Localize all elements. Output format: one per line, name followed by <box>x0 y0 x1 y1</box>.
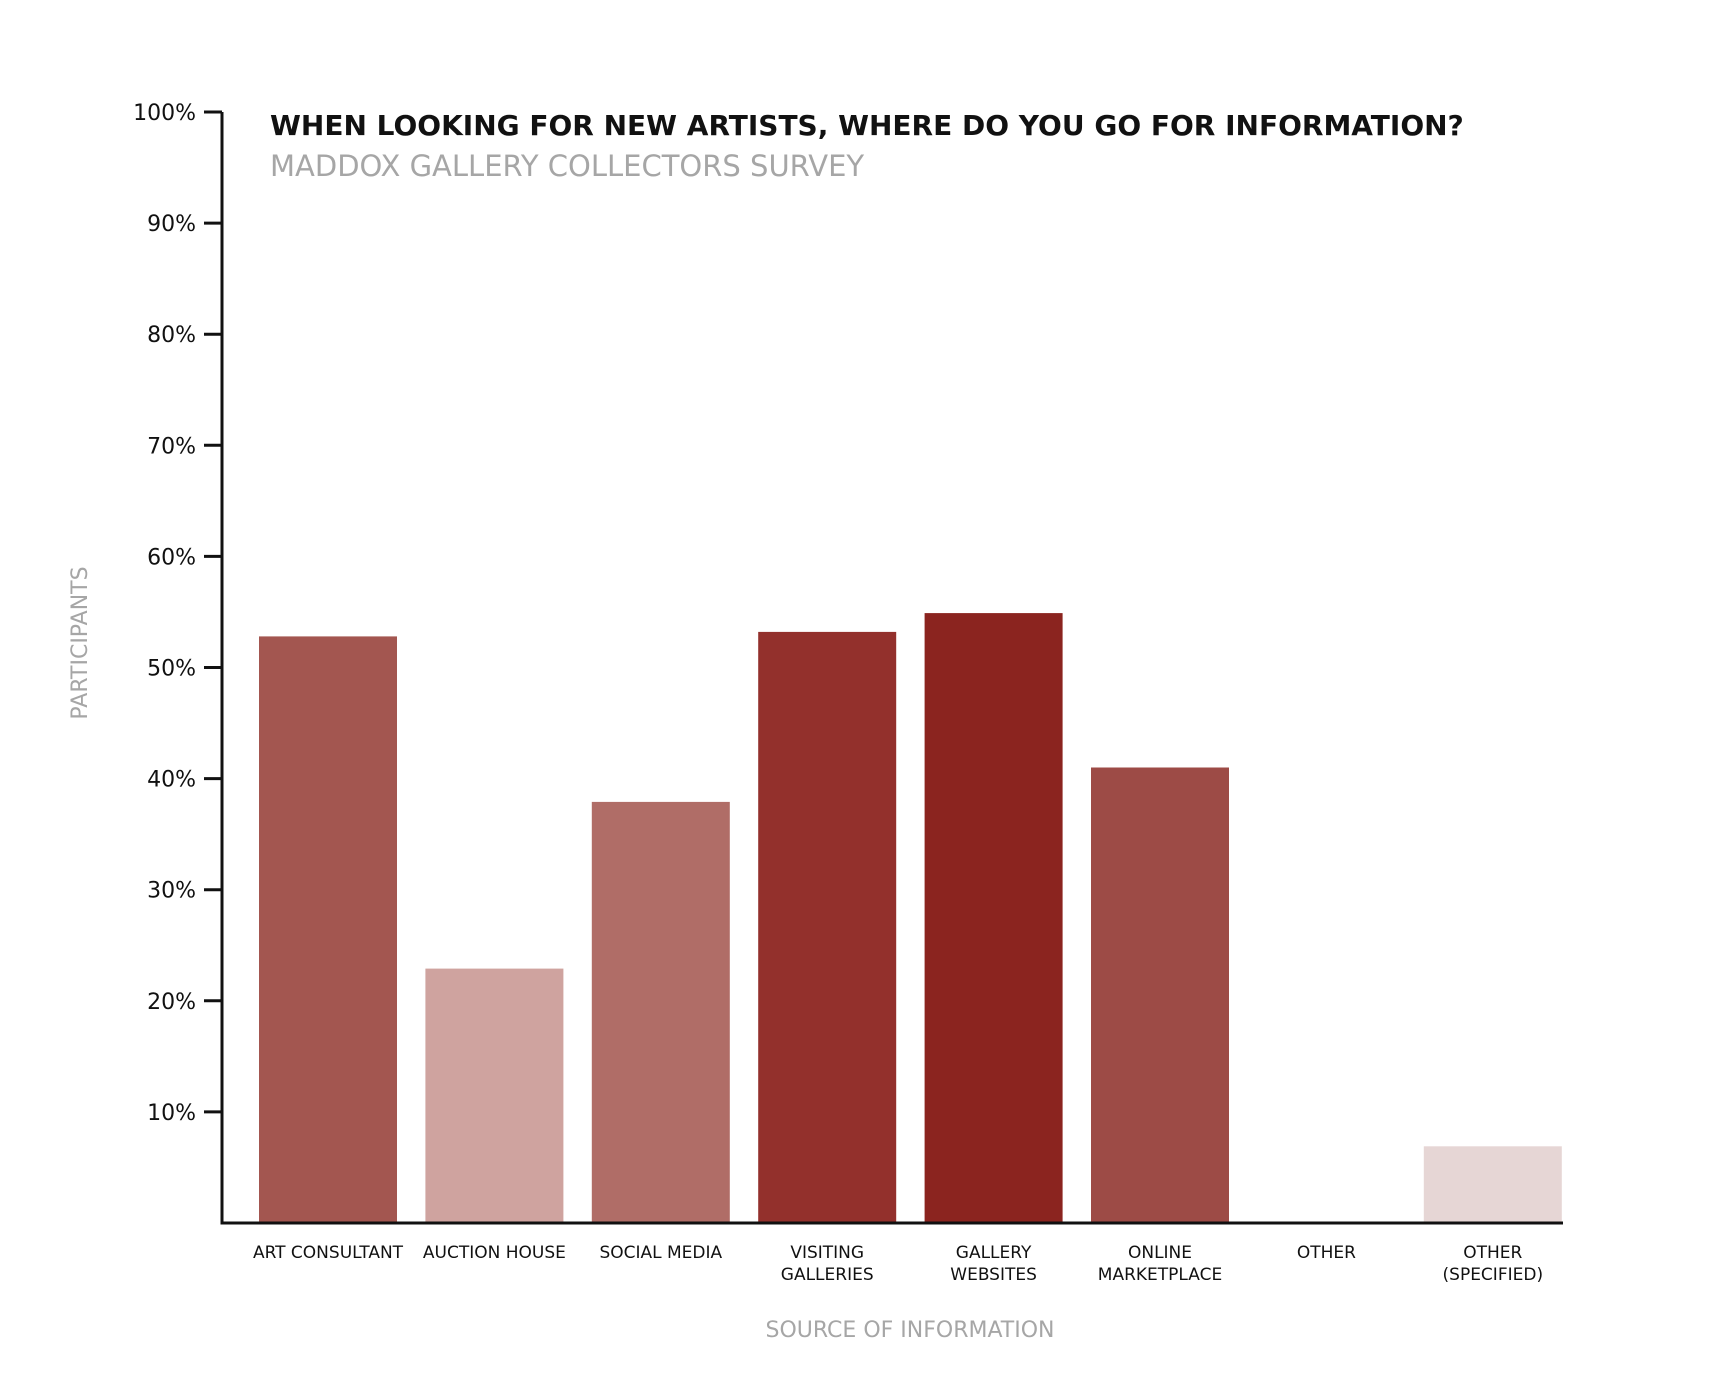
y-tick-label-50: 50% <box>147 657 196 682</box>
y-tick-label-20: 20% <box>147 990 196 1015</box>
bar-8 <box>1423 1146 1562 1223</box>
axes: 10% 20% 30% 40% 50% 60% 70% 80% 90% 100% <box>133 101 1563 1225</box>
x-axis-title: SOURCE OF INFORMATION <box>765 1318 1054 1343</box>
bar-5 <box>924 613 1063 1223</box>
x-category-label-8: OTHER (SPECIFIED) <box>1443 1243 1544 1285</box>
y-tick-label-90: 90% <box>147 212 196 237</box>
y-tick-label-100: 100% <box>133 101 196 126</box>
x-category-label-5: GALLERY WEBSITES <box>950 1243 1037 1285</box>
bar-4 <box>758 631 897 1223</box>
chart-subtitle: MADDOX GALLERY COLLECTORS SURVEY <box>270 149 864 183</box>
category-labels: ART CONSULTANT AUCTION HOUSE SOCIAL MEDIA V… <box>253 1243 1543 1285</box>
x-category-label-3: SOCIAL MEDIA <box>599 1243 722 1263</box>
bar-6 <box>1091 767 1229 1223</box>
y-axis-title: PARTICIPANTS <box>68 566 93 719</box>
y-tick-label-80: 80% <box>147 323 196 348</box>
x-category-label-4: VISITING GALLERIES <box>781 1243 874 1285</box>
chart-title: WHEN LOOKING FOR NEW ARTISTS, WHERE DO Y… <box>270 109 1464 142</box>
bars-layer <box>259 613 1562 1223</box>
x-category-label-7: OTHER <box>1297 1243 1356 1263</box>
y-tick-label-60: 60% <box>147 545 196 570</box>
bar-2 <box>425 968 564 1223</box>
y-tick-label-10: 10% <box>147 1101 196 1126</box>
bar-1 <box>259 636 397 1223</box>
x-category-label-2: AUCTION HOUSE <box>423 1243 566 1263</box>
x-category-label-1: ART CONSULTANT <box>253 1243 404 1263</box>
bar-3 <box>591 801 730 1223</box>
y-tick-label-70: 70% <box>147 434 196 459</box>
y-tick-label-40: 40% <box>147 768 196 793</box>
y-tick-label-30: 30% <box>147 879 196 904</box>
x-category-label-6: ONLINE MARKETPLACE <box>1098 1243 1222 1285</box>
